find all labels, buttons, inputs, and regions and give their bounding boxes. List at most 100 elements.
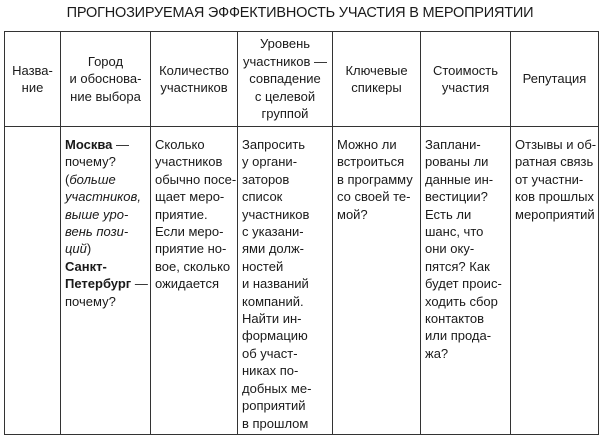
text-segment: мероприятий: [515, 206, 595, 222]
cell-line: приятие.: [155, 206, 233, 223]
text-segment: щает меро-: [155, 189, 225, 205]
text-segment: пятся? Как: [425, 258, 490, 274]
header-line: Ключевые: [345, 62, 408, 78]
cell-line: заторов: [242, 171, 328, 188]
cell-line: ходить сбор: [425, 293, 506, 310]
cell-line: выше уро-: [65, 206, 146, 223]
text-segment: приятие.: [155, 206, 208, 222]
cell-line: Петербург —: [65, 275, 148, 292]
text-segment: Сколько: [155, 137, 205, 152]
text-segment: или прода-: [425, 328, 492, 344]
header-level: Уровень участников — совпадение с целевой гр…: [237, 31, 333, 127]
cell-speakers: Можно ли встроиться в программу со своей те…: [332, 126, 421, 435]
header-line: Количество: [159, 62, 229, 78]
text-segment: вестиции?: [425, 189, 488, 205]
cell-line: рованы ли: [425, 153, 506, 170]
text-segment: с указани-: [242, 224, 304, 240]
header-line: ние выбора: [70, 88, 141, 104]
header-city: Город и обоснова-ние выбора: [60, 31, 151, 127]
cell-line: Если меро-: [155, 223, 233, 240]
cell-cost: Заплани-рованы ли данные ин-вестиции? Есть…: [420, 126, 511, 435]
text-segment: приятие но-: [155, 241, 227, 257]
cell-line: со своей те-: [337, 188, 416, 205]
text-segment: вень пози-: [65, 224, 129, 240]
cell-line: шанс, что: [425, 223, 506, 240]
header-cost: Стоимость участия: [420, 31, 511, 127]
text-segment: об участ-: [242, 345, 298, 361]
text-segment: Найти ин-: [242, 311, 302, 327]
cell-line: данные ин-: [425, 171, 506, 188]
text-segment: Петербург: [65, 276, 132, 292]
cell-line: пятся? Как: [425, 258, 506, 275]
text-segment: контактов: [425, 311, 485, 327]
text-segment: почему?: [65, 293, 116, 309]
text-segment: Заплани-: [425, 137, 481, 152]
cell-line: Найти ин-: [242, 310, 328, 327]
cell-line: ожидается: [155, 275, 233, 292]
cell-line: Отзывы и об-: [515, 136, 596, 153]
cell-line: ратная связь: [515, 153, 594, 170]
header-line: группой: [261, 106, 309, 122]
cell-line: приятие но-: [155, 240, 233, 257]
header-line: с целевой: [254, 88, 316, 104]
text-segment: список: [242, 189, 283, 205]
text-segment: Есть ли: [425, 206, 472, 222]
header-line: участия: [441, 80, 490, 95]
text-segment: будет проис-: [425, 276, 502, 292]
cell-line: жа?: [425, 345, 506, 362]
cell-line: ков прошлых: [515, 188, 594, 205]
header-reputation: Репутация: [510, 31, 599, 127]
text-segment: (: [65, 171, 70, 187]
cell-count: Сколько участников обычно посе-щает меро-п…: [150, 126, 238, 435]
cell-line: участников: [155, 153, 233, 170]
text-segment: ратная связь: [515, 154, 594, 170]
cell-line: формацию: [242, 327, 328, 344]
text-segment: участников: [155, 154, 223, 170]
cell-line: Есть ли: [425, 206, 506, 223]
text-segment: данные ин-: [425, 171, 494, 187]
cell-line: они оку-: [425, 240, 506, 257]
header-line: Назва-: [12, 62, 53, 78]
cell-line: Сколько: [155, 136, 233, 153]
cell-line: Можно ли: [337, 136, 416, 153]
text-segment: ков прошлых: [515, 189, 594, 205]
text-segment: мой?: [337, 206, 368, 222]
cell-line: Санкт-: [65, 258, 146, 275]
cell-line: и названий: [242, 275, 328, 292]
header-line: ние: [21, 80, 44, 95]
header-name: Назва-ние: [4, 31, 61, 127]
header-line: и обоснова-: [69, 71, 142, 87]
text-segment: ): [86, 241, 92, 257]
text-segment: добных ме-: [242, 380, 312, 396]
cell-line: ностей: [242, 258, 328, 275]
cell-line: компаний.: [242, 293, 328, 310]
text-segment: обычно посе-: [155, 171, 237, 187]
text-segment: Можно ли: [337, 137, 397, 152]
text-segment: Санкт-: [65, 258, 107, 274]
header-line: совпадение: [249, 71, 321, 87]
text-segment: встроиться: [337, 154, 405, 170]
table-row: Москва — почему? (больше участников, выше ур…: [4, 126, 599, 435]
text-segment: ходить сбор: [425, 293, 498, 309]
cell-line: в прошлом: [242, 415, 328, 432]
text-segment: вое, сколько: [155, 258, 231, 274]
header-row: Назва-ние Город и обоснова-ние выбора Колич…: [4, 31, 599, 127]
cell-line: мой?: [337, 206, 416, 223]
cell-line: роприятий: [242, 397, 328, 414]
cell-line: вестиции?: [425, 188, 506, 205]
header-line: Репутация: [522, 71, 587, 87]
text-segment: ций: [65, 241, 87, 257]
cell-line: участников,: [65, 188, 146, 205]
header-line: Стоимость: [432, 62, 499, 78]
text-segment: ностей: [242, 258, 284, 274]
text-segment: от участни-: [515, 171, 584, 187]
text-segment: Если меро-: [155, 224, 224, 240]
text-segment: они оку-: [425, 241, 475, 257]
text-segment: в прошлом: [242, 415, 309, 431]
header-line: участников —: [243, 53, 327, 69]
text-segment: Москва: [65, 137, 113, 152]
cell-line: Заплани-: [425, 136, 506, 153]
efficiency-table: Назва-ние Город и обоснова-ние выбора Колич…: [4, 31, 599, 435]
cell-line: от участни-: [515, 171, 594, 188]
text-segment: в программу: [337, 171, 413, 187]
